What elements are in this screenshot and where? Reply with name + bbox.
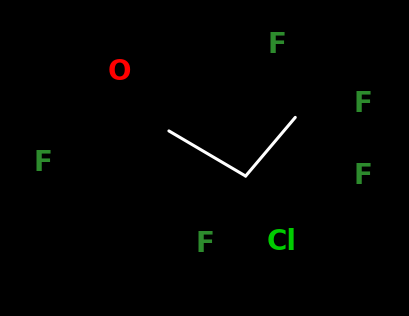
Text: F: F xyxy=(33,149,52,177)
Text: F: F xyxy=(195,230,214,258)
Text: F: F xyxy=(267,31,286,59)
Text: F: F xyxy=(353,162,371,190)
Text: F: F xyxy=(353,90,371,118)
Text: O: O xyxy=(107,58,130,86)
Text: Cl: Cl xyxy=(266,228,296,256)
